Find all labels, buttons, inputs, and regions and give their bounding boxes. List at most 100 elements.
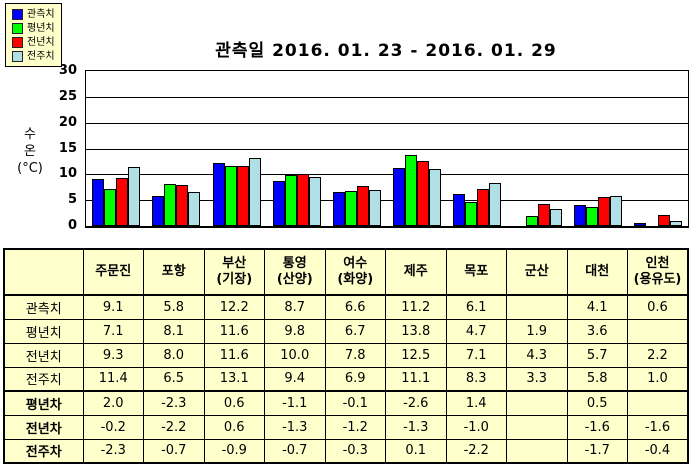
chart-title: 관측일 2016. 01. 23 - 2016. 01. 29 <box>215 41 557 61</box>
bar <box>633 222 646 226</box>
table-row: 관측치 9.1 5.8 12.2 8.7 6.6 11.2 6.1 4.1 0.6 <box>3 294 689 320</box>
bar <box>92 178 105 226</box>
bar <box>152 196 165 226</box>
table-cell: -0.2 <box>82 414 144 440</box>
bar <box>128 167 141 226</box>
plot-area <box>85 70 689 228</box>
table-cell: 8.1 <box>143 318 205 344</box>
row-label-cell: 관측치 <box>3 294 84 320</box>
bar <box>284 175 297 226</box>
legend-item: 전년치 <box>12 37 55 48</box>
bar <box>609 196 622 226</box>
table-row: 평년치 7.1 8.1 11.6 9.8 6.7 13.8 4.7 1.9 3.6 <box>3 318 689 344</box>
table-header-cell: 부산 (기장) <box>203 248 265 296</box>
data-table: 주문진 포항 부산 (기장) 통영 (산양) 여수 (화양) 제주 목포 군산 대천 인천 (용유… <box>3 248 689 464</box>
table-cell: -0.1 <box>324 390 386 416</box>
chart-legend: 관측치 평년치 전년치 전주치 <box>5 3 62 67</box>
table-cell: 9.4 <box>264 366 326 392</box>
legend-swatch-icon <box>12 51 23 62</box>
bar <box>669 220 682 226</box>
bar <box>308 177 321 226</box>
table-cell: -2.3 <box>143 390 205 416</box>
legend-swatch-icon <box>12 23 23 34</box>
legend-swatch-icon <box>12 9 23 20</box>
bar <box>236 166 249 226</box>
y-axis-unit-label: 수 온 (°C) <box>2 126 58 177</box>
bar <box>296 174 309 226</box>
table-cell: 0.1 <box>385 438 447 464</box>
table-row: 전주차 -2.3 -0.7 -0.9 -0.7 -0.3 0.1 -2.2 -1.7 -0.4 <box>3 438 689 464</box>
table-cell: 0.5 <box>566 390 628 416</box>
table-cell <box>506 390 568 416</box>
table-cell: 8.3 <box>445 366 507 392</box>
table-cell <box>627 390 689 416</box>
table-cell: 11.4 <box>82 366 144 392</box>
table-cell: 12.2 <box>203 294 265 320</box>
bar <box>176 184 189 226</box>
table-cell: 9.3 <box>82 342 144 368</box>
table-header-cell: 군산 <box>506 248 568 296</box>
table-cell: -0.7 <box>143 438 205 464</box>
table-cell: 11.1 <box>385 366 447 392</box>
table-cell <box>506 438 568 464</box>
row-label-cell: 전주치 <box>3 366 84 392</box>
table-header-cell: 제주 <box>385 248 447 296</box>
y-tick-label: 15 <box>58 140 77 156</box>
legend-label: 관측치 <box>27 9 55 20</box>
table-cell <box>506 414 568 440</box>
bar <box>405 154 418 226</box>
bar <box>597 196 610 226</box>
bar <box>477 189 490 226</box>
table-cell <box>627 318 689 344</box>
table-cell: 4.1 <box>566 294 628 320</box>
table-cell: 6.6 <box>324 294 386 320</box>
table-cell: 6.5 <box>143 366 205 392</box>
table-header-cell: 여수 (화양) <box>324 248 386 296</box>
table-cell <box>506 294 568 320</box>
y-tick-label: 5 <box>67 192 77 208</box>
table-cell: 2.2 <box>627 342 689 368</box>
y-axis-unit-line: 수 <box>24 127 36 142</box>
y-axis-unit-line: (°C) <box>17 161 43 176</box>
bar-group <box>507 71 567 226</box>
table-header-cell: 목포 <box>445 248 507 296</box>
gridline <box>86 174 688 176</box>
table-cell: -0.9 <box>203 438 265 464</box>
table-cell: -2.3 <box>82 438 144 464</box>
bar <box>248 158 261 226</box>
bar <box>417 161 430 226</box>
table-cell: 0.6 <box>627 294 689 320</box>
legend-label: 전년치 <box>27 37 55 48</box>
legend-label: 평년치 <box>27 23 55 34</box>
gridline <box>86 148 688 150</box>
legend-item: 평년치 <box>12 23 55 34</box>
table-cell: 5.8 <box>566 366 628 392</box>
table-cell: 7.8 <box>324 342 386 368</box>
bar <box>332 191 345 226</box>
bar-series-container <box>86 71 688 226</box>
table-cell: 13.1 <box>203 366 265 392</box>
table-cell: 9.1 <box>82 294 144 320</box>
table-cell: -1.3 <box>385 414 447 440</box>
table-corner-cell <box>3 248 84 296</box>
table-row: 전년차 -0.2 -2.2 0.6 -1.3 -1.2 -1.3 -1.0 -1.6 -1.6 <box>3 414 689 440</box>
table-cell: -1.3 <box>264 414 326 440</box>
table-header-row: 주문진 포항 부산 (기장) 통영 (산양) 여수 (화양) 제주 목포 군산 대천 인천 (용유… <box>3 248 689 296</box>
bar-group <box>86 71 146 226</box>
table-header-cell: 인천 (용유도) <box>627 248 689 296</box>
gridline <box>86 96 688 98</box>
row-label-cell: 전년차 <box>3 414 84 440</box>
bar-group <box>628 71 688 226</box>
row-label-cell: 전주차 <box>3 438 84 464</box>
bar <box>368 190 381 226</box>
bar <box>224 166 237 226</box>
table-header-cell: 통영 (산양) <box>264 248 326 296</box>
bar-group <box>206 71 266 226</box>
table-cell: 9.8 <box>264 318 326 344</box>
table-cell: 0.6 <box>203 390 265 416</box>
legend-swatch-icon <box>12 37 23 48</box>
gridline <box>86 200 688 202</box>
table-cell: 4.7 <box>445 318 507 344</box>
legend-item: 관측치 <box>12 9 55 20</box>
y-tick-label: 30 <box>58 63 77 78</box>
